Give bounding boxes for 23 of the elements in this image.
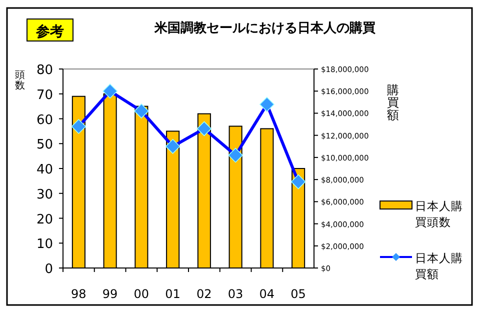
y-axis-title: 頭数 bbox=[15, 70, 25, 92]
y-tick-label: 10 bbox=[36, 237, 53, 252]
y-tick-label: 80 bbox=[36, 63, 53, 78]
y-tick-label: 30 bbox=[36, 187, 53, 202]
x-tick-label: 01 bbox=[165, 287, 180, 301]
x-tick-label: 03 bbox=[228, 287, 244, 301]
y-tick-label: 0 bbox=[44, 262, 53, 277]
legend-label: 日本人購買頭数 bbox=[415, 199, 463, 229]
x-tick-label: 98 bbox=[71, 287, 86, 301]
y-tick-label: 20 bbox=[36, 212, 53, 228]
text: 参考 bbox=[35, 23, 64, 40]
y-tick-label: 60 bbox=[36, 112, 53, 128]
legend-label: 日本人購買額 bbox=[415, 251, 463, 281]
x-tick-label: 00 bbox=[134, 287, 150, 301]
x-tick-label: 04 bbox=[259, 287, 275, 301]
x-tick-label: 99 bbox=[102, 287, 118, 301]
chart-title: 米国調教セールにおける日本人の購買 bbox=[154, 20, 376, 36]
y-tick-label: 50 bbox=[36, 138, 53, 153]
x-tick-label: 05 bbox=[290, 287, 306, 301]
y-tick-label: 40 bbox=[36, 162, 53, 178]
y-tick-label: 70 bbox=[36, 88, 53, 103]
y2-axis-title: 購買額 bbox=[387, 83, 399, 122]
x-tick-label: 02 bbox=[196, 287, 212, 301]
